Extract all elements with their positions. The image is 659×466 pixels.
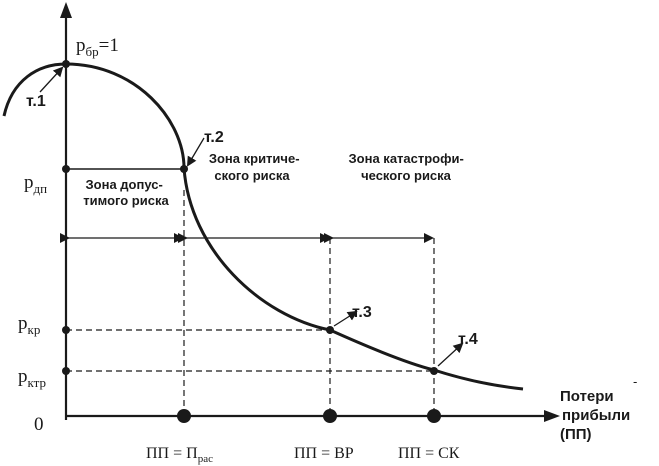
pointer-t3 bbox=[333, 310, 358, 327]
label-zero: 0 bbox=[34, 414, 44, 435]
x-dot-vr bbox=[323, 409, 337, 423]
y-axis-arrowhead bbox=[60, 2, 72, 18]
x-axis-arrowhead bbox=[544, 410, 560, 422]
y-dot-pdp bbox=[62, 165, 70, 173]
x-dot-ras bbox=[177, 409, 191, 423]
label-pbr: pбр=1 bbox=[76, 35, 119, 59]
x-dot-sk bbox=[427, 409, 441, 423]
pointer-t4 bbox=[437, 342, 464, 367]
zone-label-critical: Зона критиче- ского риска bbox=[209, 151, 303, 183]
pointer-t2 bbox=[186, 137, 205, 167]
x-label-ras: ПП = Прас bbox=[146, 445, 213, 465]
x-label-sk: ПП = СК bbox=[398, 445, 460, 462]
risk-curve bbox=[2, 62, 524, 391]
curve-dot-t4 bbox=[430, 367, 438, 375]
y-dot-pbr bbox=[62, 60, 70, 68]
point-label-t1: т.1 bbox=[26, 93, 46, 110]
zone-label-catastrophic: Зона катастрофи- ческого риска bbox=[349, 151, 468, 183]
x-label-vr: ПП = ВР bbox=[294, 445, 354, 462]
pointer-t1 bbox=[39, 66, 64, 93]
y-dot-pktr bbox=[62, 367, 70, 375]
curve-dot-t3 bbox=[326, 326, 334, 334]
x-axis-mark: - bbox=[633, 374, 637, 389]
point-label-t3: т.3 bbox=[352, 304, 372, 321]
label-pkr: pкр bbox=[18, 313, 40, 337]
label-pktr: pктр bbox=[18, 366, 46, 390]
curve-dot-t2 bbox=[180, 165, 188, 173]
point-label-t2: т.2 bbox=[204, 129, 224, 146]
point-label-t4: т.4 bbox=[458, 331, 478, 348]
y-dot-pkr bbox=[62, 326, 70, 334]
x-axis-title: Потери прибыли (ПП) bbox=[560, 388, 634, 443]
label-pdp: pдп bbox=[24, 172, 47, 196]
zone-label-allowable: Зона допус- тимого риска bbox=[83, 177, 169, 208]
